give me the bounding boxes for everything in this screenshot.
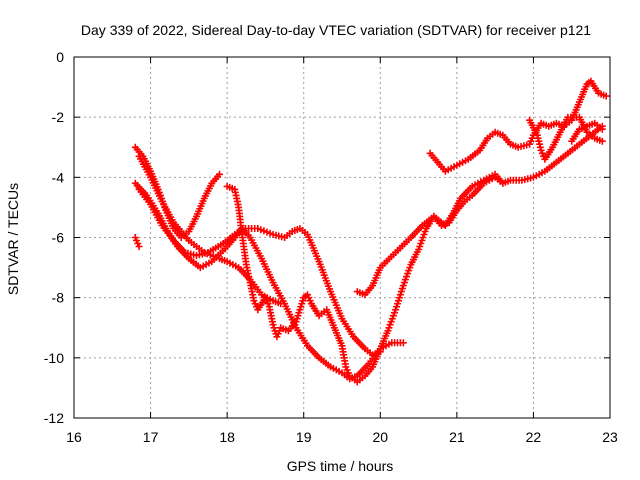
axis-ticks: 16 17 18 19 20 21 22 23 0 -2 -4 -6 -8 -10 -12 bbox=[44, 49, 618, 445]
x-axis-label: GPS time / hours bbox=[287, 458, 394, 474]
series-track-d bbox=[131, 179, 384, 359]
grid bbox=[74, 57, 610, 418]
y-tick-label: -12 bbox=[44, 410, 64, 426]
data-markers-track-a bbox=[131, 234, 143, 250]
y-axis-label: SDTVAR / TECUs bbox=[5, 183, 21, 295]
y-tick-label: -2 bbox=[52, 109, 65, 125]
series-track-e bbox=[135, 185, 407, 383]
x-tick-label: 22 bbox=[526, 429, 542, 445]
data-markers-track-d bbox=[131, 179, 384, 359]
y-tick-label: 0 bbox=[56, 49, 64, 65]
y-tick-label: -6 bbox=[52, 230, 65, 246]
series-track-f bbox=[223, 122, 606, 386]
series-track-j bbox=[568, 119, 606, 145]
series-track-i bbox=[526, 113, 606, 163]
chart-title: Day 339 of 2022, Sidereal Day-to-day VTE… bbox=[81, 22, 591, 38]
y-tick-label: -10 bbox=[44, 350, 64, 366]
x-tick-label: 23 bbox=[602, 429, 618, 445]
series-layer bbox=[131, 77, 610, 386]
data-markers-track-f bbox=[223, 122, 606, 386]
x-tick-label: 19 bbox=[296, 429, 312, 445]
series-track-g bbox=[353, 170, 507, 299]
data-markers-track-i bbox=[526, 113, 606, 163]
y-tick-label: -4 bbox=[52, 169, 65, 185]
x-tick-label: 17 bbox=[143, 429, 159, 445]
x-tick-label: 16 bbox=[66, 429, 82, 445]
series-track-a bbox=[131, 234, 143, 250]
x-tick-label: 18 bbox=[219, 429, 235, 445]
x-tick-label: 21 bbox=[449, 429, 465, 445]
x-tick-label: 20 bbox=[372, 429, 388, 445]
data-markers-track-g bbox=[353, 170, 507, 299]
y-tick-label: -8 bbox=[52, 290, 65, 306]
data-markers-track-e bbox=[135, 185, 407, 383]
data-markers-track-j bbox=[568, 119, 606, 145]
